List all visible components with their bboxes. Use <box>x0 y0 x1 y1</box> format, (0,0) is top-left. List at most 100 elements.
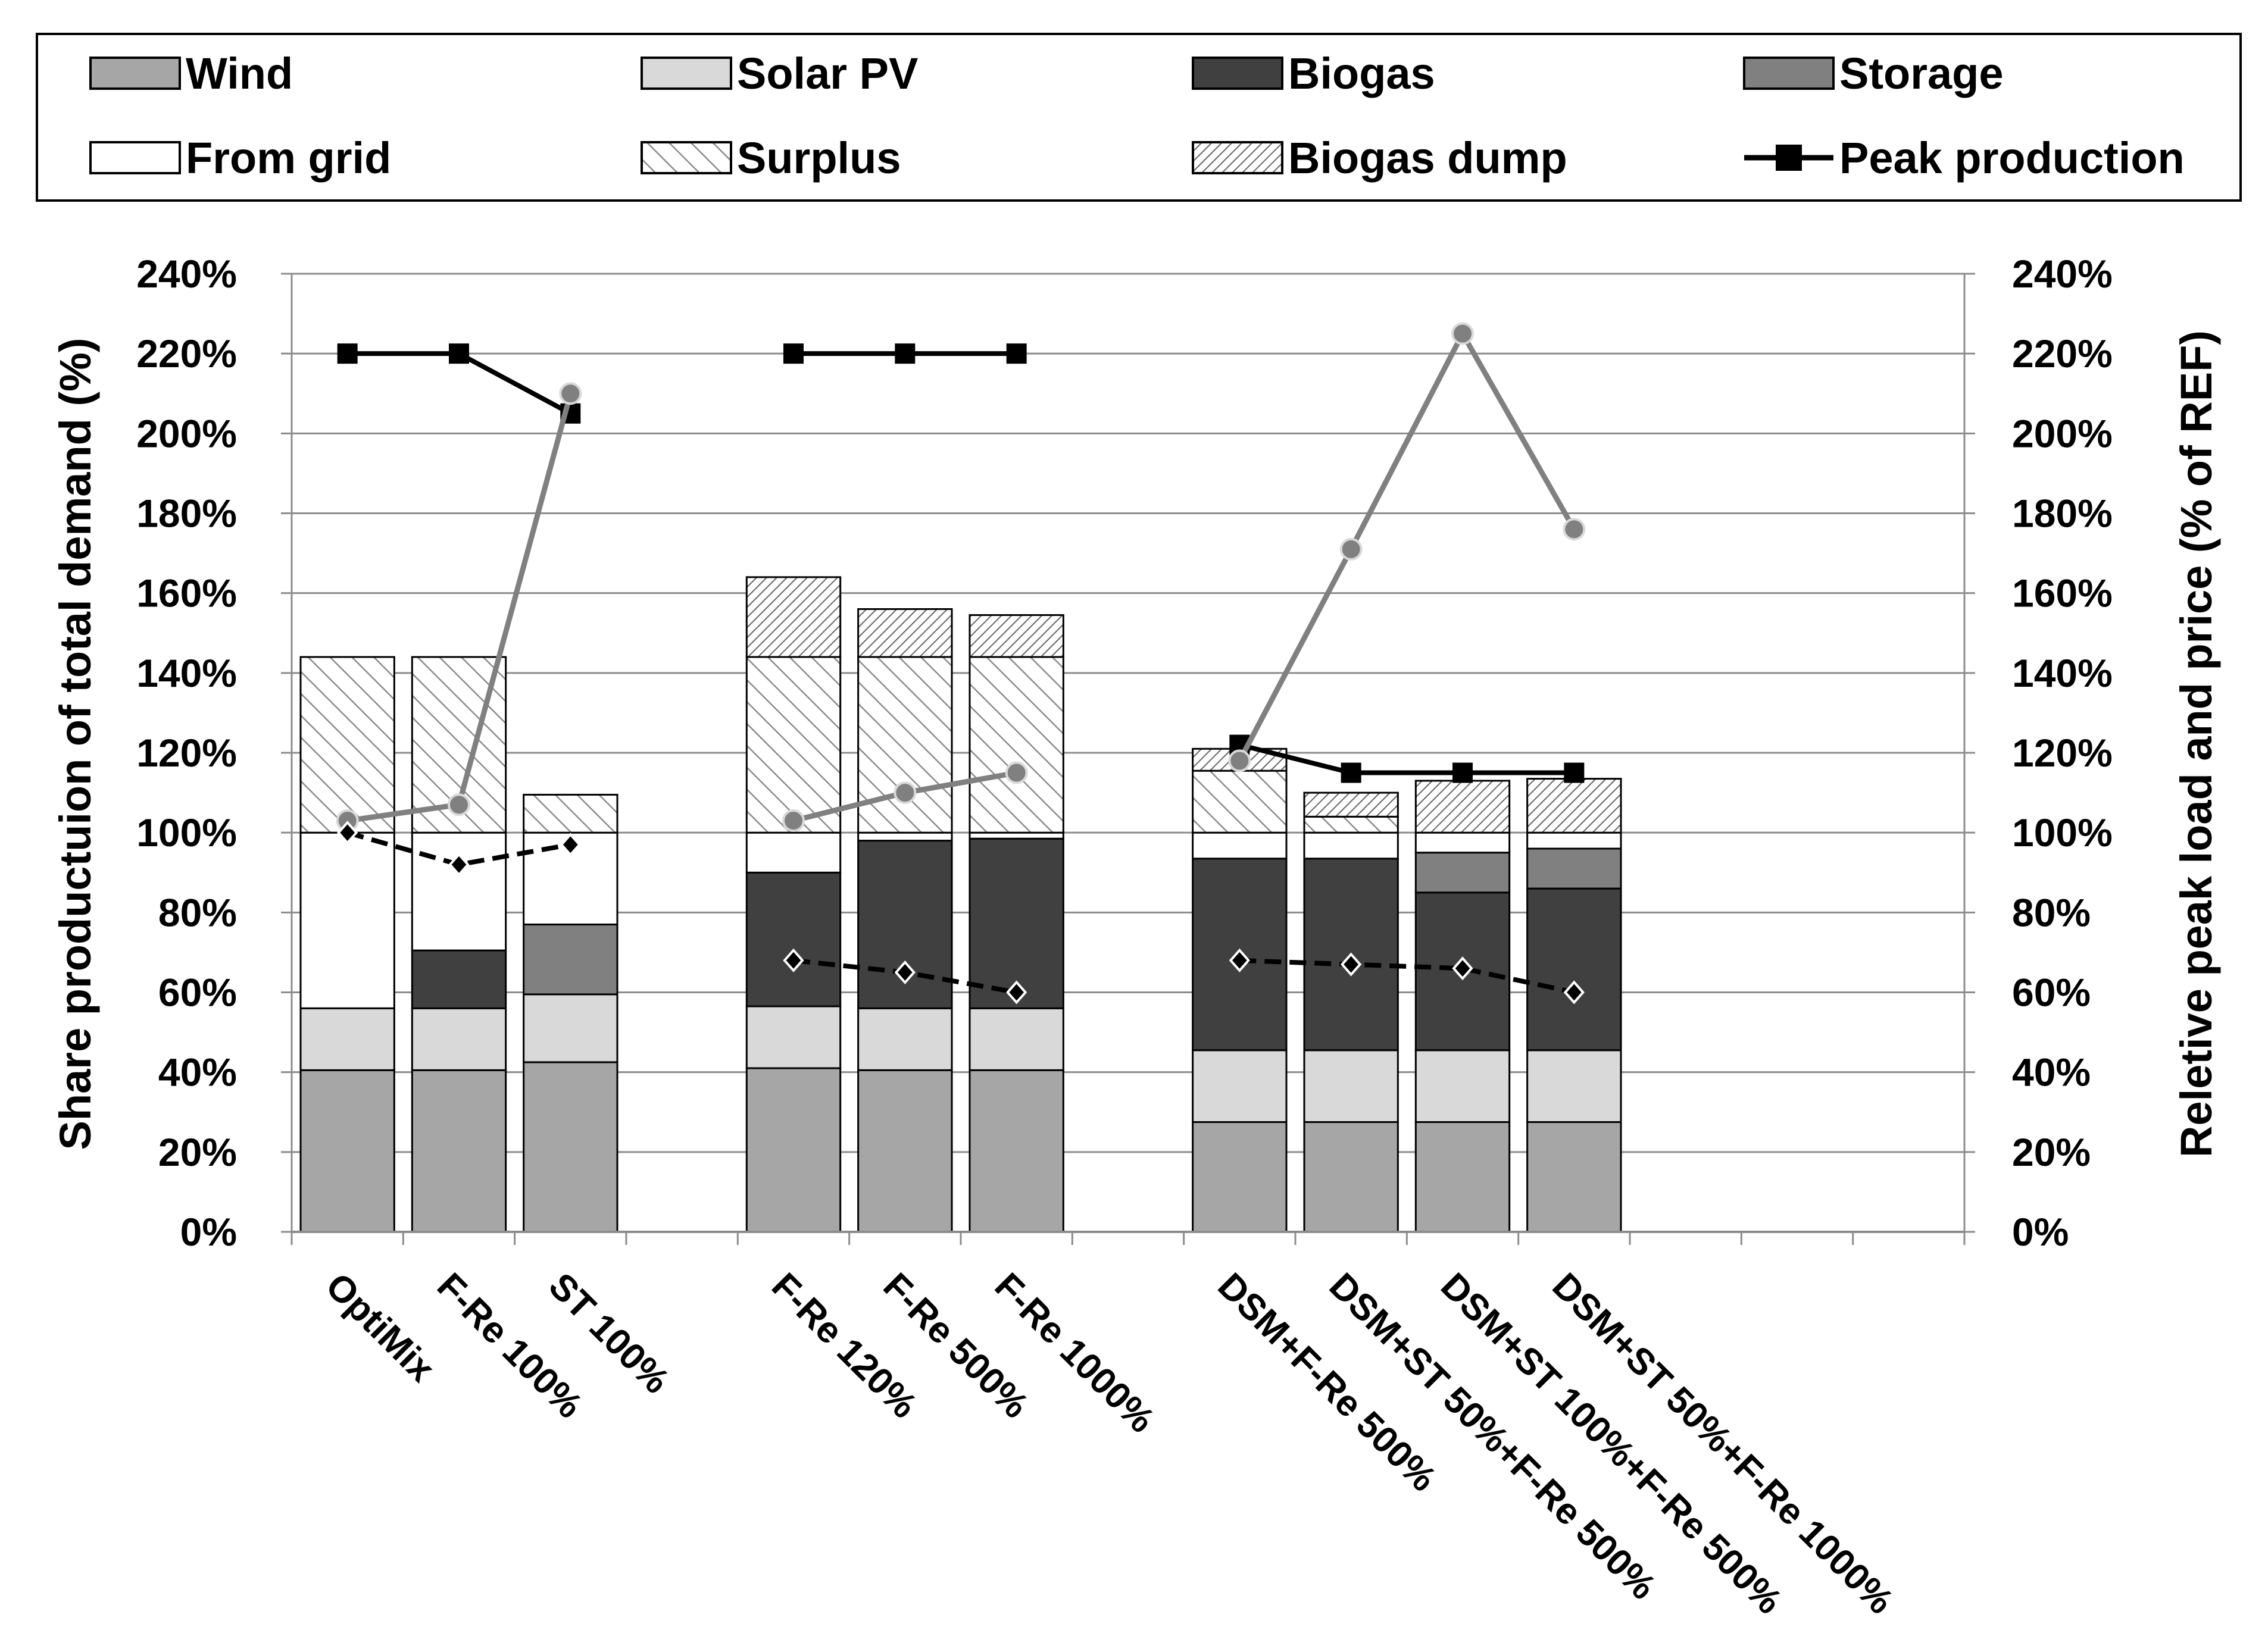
legend-peak-production-marker <box>1776 145 1802 171</box>
bar-segment-biogas-dump <box>1526 778 1622 834</box>
y-tick-label: 0% <box>180 1210 237 1254</box>
bar-segment-from-grid <box>857 831 953 842</box>
y-tick-label: 120% <box>136 731 237 775</box>
bar-segment-storage <box>523 923 618 996</box>
bar-segment-solar-pv <box>857 1007 953 1071</box>
legend-from-grid-swatch <box>89 141 181 174</box>
bar-segment-from-grid <box>745 831 842 874</box>
legend-biogas-dump-label: Biogas dump <box>1288 133 1567 183</box>
line-series-2-marker <box>1451 322 1474 345</box>
legend-biogas-label: Biogas <box>1288 49 1435 98</box>
bar-segment-biogas-dump <box>969 614 1064 658</box>
y-tick-label: 40% <box>158 1050 237 1094</box>
line-series-2-marker <box>448 793 470 816</box>
bar-segment-surplus <box>523 793 618 834</box>
line-series-2-marker <box>559 382 582 405</box>
bar-segment-biogas-dump <box>1414 780 1511 834</box>
bar-segment-wind <box>1192 1121 1288 1233</box>
y-tick-label: 140% <box>136 651 237 695</box>
bar-segment-biogas-dump <box>1303 791 1399 818</box>
bar-segment-biogas-dump <box>857 608 953 658</box>
y2-tick-label: 120% <box>2012 731 2113 775</box>
bar-segment-solar-pv <box>1303 1049 1399 1124</box>
bar-segment-wind <box>1526 1121 1622 1233</box>
bar-segment-solar-pv <box>411 1007 507 1071</box>
y2-tick-label: 220% <box>2012 331 2113 376</box>
bar-segment-surplus <box>1192 769 1288 834</box>
bar-segment-biogas <box>411 949 507 1009</box>
line-series-3-segment <box>1239 958 1575 995</box>
y-tick-label: 60% <box>158 971 237 1015</box>
bar-segment-storage <box>1414 852 1511 894</box>
bar-segment-wind <box>857 1069 953 1233</box>
y-tick-label: 200% <box>136 411 237 455</box>
legend-wind-label: Wind <box>186 49 293 98</box>
bar-segment-solar-pv <box>1526 1049 1622 1124</box>
y2-tick-label: 200% <box>2012 411 2113 455</box>
y2-axis-title: Reletive peak load and price (% of REF) <box>2172 330 2221 1157</box>
y-tick-label: 100% <box>136 811 237 855</box>
y-tick-label: 180% <box>136 492 237 536</box>
peak-production-marker <box>449 343 469 364</box>
bar-segment-solar-pv <box>969 1007 1064 1071</box>
bar-segment-solar-pv <box>523 993 618 1063</box>
legend-peak-production-label: Peak production <box>1839 133 2185 183</box>
peak-production-marker <box>1006 343 1027 364</box>
lines <box>336 322 1586 1005</box>
legend-solar-pv-label: Solar PV <box>737 49 918 98</box>
bar-segment-wind <box>411 1069 507 1233</box>
legend-surplus-label: Surplus <box>737 133 901 183</box>
x-tick-label: OptiMix <box>318 1265 443 1390</box>
y2-tick-label: 60% <box>2012 971 2091 1015</box>
line-series-2-segment <box>1237 328 1577 762</box>
bar-segment-wind <box>1303 1121 1399 1233</box>
bar-segment-solar-pv <box>745 1005 842 1069</box>
line-series-3-marker <box>783 948 804 972</box>
y2-tick-label: 180% <box>2012 492 2113 536</box>
y2-tick-label: 240% <box>2012 252 2113 296</box>
legend-box <box>36 33 2242 202</box>
line-series-2-marker <box>1563 518 1586 541</box>
bar-segment-from-grid <box>969 831 1064 840</box>
bar-segment-wind <box>969 1069 1064 1233</box>
bar-segment-surplus <box>299 656 395 834</box>
bar-segment-surplus <box>745 656 842 834</box>
peak-production-marker <box>783 343 804 364</box>
bar-segment-surplus <box>1303 815 1399 834</box>
peak-production-segment <box>1239 742 1575 775</box>
bar-segment-from-grid <box>1303 831 1399 860</box>
line-series-2-marker <box>1228 749 1251 772</box>
line-series-3-marker <box>560 833 582 857</box>
peak-production-marker <box>895 343 916 364</box>
legend-wind-swatch <box>89 57 181 90</box>
bar-segment-wind <box>523 1061 618 1233</box>
bar-segment-from-grid <box>1414 831 1511 854</box>
y-tick-label: 240% <box>136 252 237 296</box>
legend-storage-swatch <box>1743 57 1835 90</box>
y-tick-label: 80% <box>158 890 237 934</box>
bars <box>299 576 1622 1233</box>
bar-segment-from-grid <box>411 831 507 952</box>
bar-segment-wind <box>745 1067 842 1233</box>
bar-segment-wind <box>1414 1121 1511 1233</box>
bar-segment-surplus <box>857 656 953 834</box>
line-series-2-marker <box>782 809 805 833</box>
bar-segment-wind <box>299 1069 395 1233</box>
y-tick-label: 220% <box>136 331 237 376</box>
peak-production-marker <box>1564 762 1585 783</box>
legend-from-grid-label: From grid <box>186 133 391 183</box>
peak-production-marker <box>1452 762 1473 783</box>
peak-production-marker <box>337 343 358 364</box>
line-series-3-marker <box>1452 956 1473 981</box>
bar-segment-biogas <box>969 837 1064 1009</box>
line-series-3-marker <box>1229 948 1251 972</box>
y2-tick-label: 20% <box>2012 1130 2091 1174</box>
legend-solar-pv-swatch <box>641 57 732 90</box>
bar-segment-from-grid <box>1526 831 1622 850</box>
y2-tick-label: 100% <box>2012 811 2113 855</box>
bar-segment-solar-pv <box>299 1007 395 1071</box>
legend-biogas-swatch <box>1192 57 1283 90</box>
y2-tick-label: 0% <box>2012 1210 2069 1254</box>
y2-tick-label: 140% <box>2012 651 2113 695</box>
